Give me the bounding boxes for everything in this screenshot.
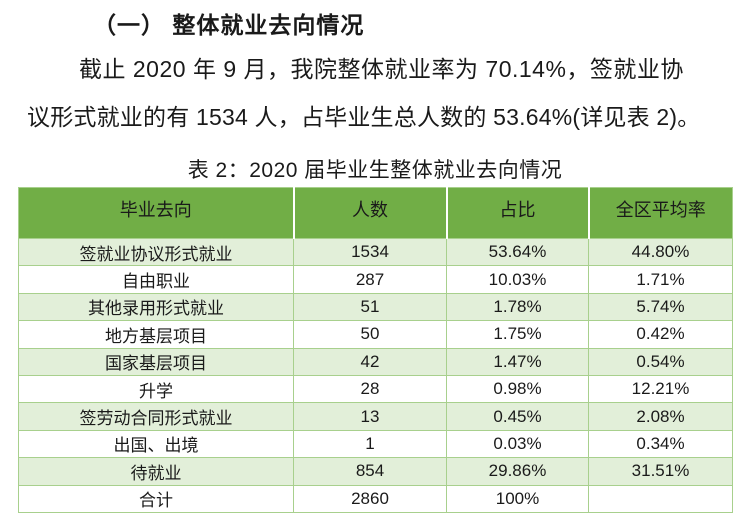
- table-row: 签就业协议形式就业 1534 53.64% 44.80%: [18, 237, 733, 267]
- table-header: 毕业去向 人数 占比 全区平均率: [18, 187, 733, 239]
- table-body: 签就业协议形式就业 1534 53.64% 44.80% 自由职业 287 10.03% 1.…: [18, 237, 733, 513]
- table-cell: 合计: [18, 484, 294, 513]
- table-cell: 1534: [293, 237, 447, 267]
- table-cell: 自由职业: [18, 265, 294, 294]
- column-header-2: 人数: [292, 187, 447, 239]
- table-cell: 29.86%: [446, 457, 589, 486]
- table-row: 签劳动合同形式就业 13 0.45% 2.08%: [18, 402, 733, 431]
- table-cell: [588, 484, 733, 513]
- table-cell: 出国、出境: [18, 429, 294, 459]
- table-cell: 0.98%: [446, 374, 589, 404]
- table-cell: 1.47%: [446, 347, 589, 376]
- table-cell: 2860: [293, 484, 447, 513]
- table-cell: 44.80%: [588, 237, 733, 267]
- body-paragraph-line-1: 截止 2020 年 9 月，我院整体就业率为 70.14%，签就业协: [79, 56, 684, 82]
- table-cell: 2.08%: [588, 402, 733, 431]
- table-cell: 10.03%: [446, 265, 589, 294]
- table-row: 其他录用形式就业 51 1.78% 5.74%: [18, 292, 733, 322]
- table-cell: 升学: [18, 374, 294, 404]
- table-cell: 其他录用形式就业: [18, 292, 294, 322]
- table-row: 待就业 854 29.86% 31.51%: [18, 457, 733, 486]
- table-cell: 待就业: [18, 457, 294, 486]
- table-cell: 13: [293, 402, 447, 431]
- table-row: 自由职业 287 10.03% 1.71%: [18, 265, 733, 294]
- table-row: 地方基层项目 50 1.75% 0.42%: [18, 320, 733, 349]
- table-cell: 1.75%: [446, 320, 589, 349]
- employment-table: 毕业去向 人数 占比 全区平均率 签就业协议形式就业 1534 53.64% 44.80% 自…: [18, 187, 733, 513]
- table-cell: 854: [293, 457, 447, 486]
- table-cell: 地方基层项目: [18, 320, 294, 349]
- table-cell: 5.74%: [588, 292, 733, 322]
- table-cell: 0.45%: [446, 402, 589, 431]
- table-cell: 0.42%: [588, 320, 733, 349]
- table-cell: 1: [293, 429, 447, 459]
- table-cell: 0.34%: [588, 429, 733, 459]
- table-cell: 国家基层项目: [18, 347, 294, 376]
- table-cell: 1.78%: [446, 292, 589, 322]
- table-cell: 50: [293, 320, 447, 349]
- table-cell: 签劳动合同形式就业: [18, 402, 294, 431]
- column-header-4: 全区平均率: [587, 187, 733, 239]
- table-row: 出国、出境 1 0.03% 0.34%: [18, 429, 733, 459]
- table-cell: 签就业协议形式就业: [18, 237, 294, 267]
- table-cell: 12.21%: [588, 374, 733, 404]
- column-header-3: 占比: [445, 187, 589, 239]
- table-cell: 53.64%: [446, 237, 589, 267]
- table-cell: 1.71%: [588, 265, 733, 294]
- table-cell: 100%: [446, 484, 589, 513]
- table-cell: 42: [293, 347, 447, 376]
- section-heading: （一） 整体就业去向情况: [93, 12, 365, 38]
- table-caption: 表 2：2020 届毕业生整体就业去向情况: [187, 159, 563, 182]
- table-cell: 51: [293, 292, 447, 322]
- table-row: 国家基层项目 42 1.47% 0.54%: [18, 347, 733, 376]
- table-cell: 0.54%: [588, 347, 733, 376]
- column-header-1: 毕业去向: [18, 187, 294, 239]
- table-row: 升学 28 0.98% 12.21%: [18, 374, 733, 404]
- table-row: 合计 2860 100%: [18, 484, 733, 513]
- table-cell: 28: [293, 374, 447, 404]
- table-header-row: 毕业去向 人数 占比 全区平均率: [18, 187, 733, 239]
- body-paragraph-line-2: 议形式就业的有 1534 人，占毕业生总人数的 53.64%(详见表 2)。: [27, 104, 701, 130]
- table-cell: 31.51%: [588, 457, 733, 486]
- table-cell: 287: [293, 265, 447, 294]
- table-cell: 0.03%: [446, 429, 589, 459]
